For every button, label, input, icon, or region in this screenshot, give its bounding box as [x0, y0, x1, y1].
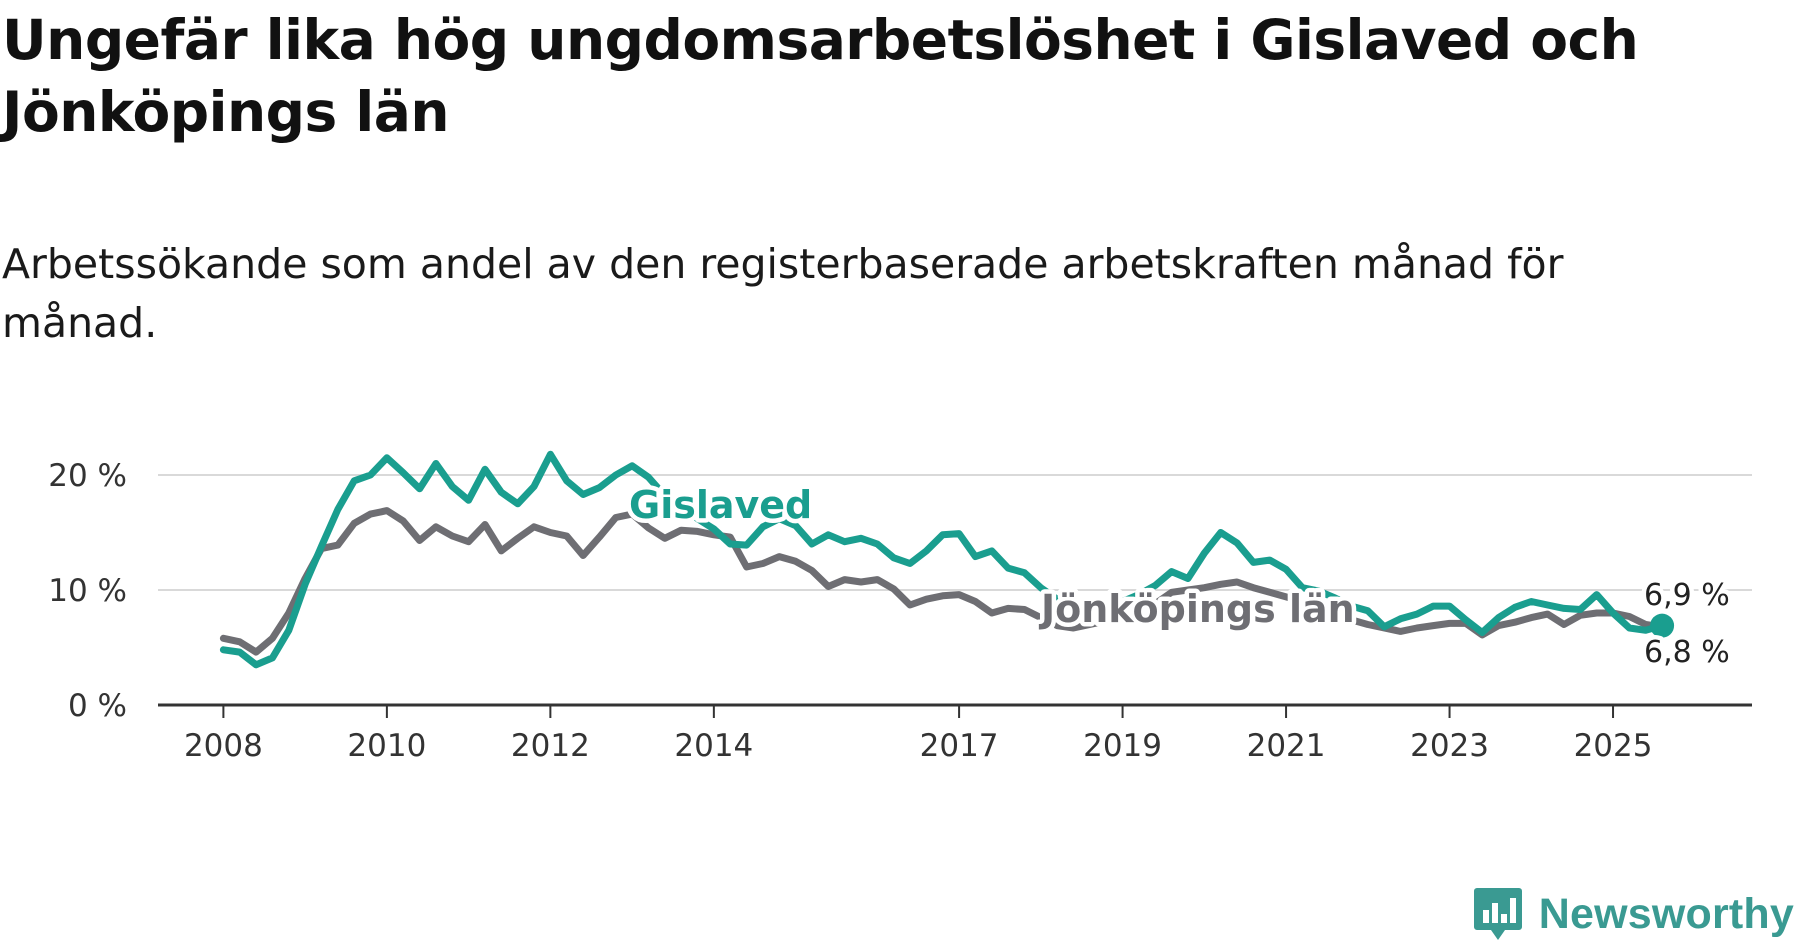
x-tick-label-2012: 2012: [511, 728, 590, 764]
series-label-gislaved: Gislaved: [629, 483, 812, 527]
x-tick-label-2014: 2014: [674, 728, 753, 764]
gridlines: [158, 474, 1752, 591]
end-value-label-gislaved: 6,9 %: [1644, 578, 1730, 613]
chart-subtitle: Arbetssökande som andel av den registerb…: [2, 240, 1564, 347]
x-tick-label-2010: 2010: [347, 728, 426, 764]
brand-name: Newsworthy: [1538, 889, 1794, 938]
x-tick-label-2017: 2017: [920, 728, 999, 764]
series-line-jonkopings-lan: [219, 507, 1666, 656]
chart-title: Ungefär lika hög ungdomsarbetslöshet i G…: [2, 8, 1639, 144]
series-lines: [219, 450, 1675, 669]
x-tick-label-2019: 2019: [1083, 728, 1162, 764]
series-labels: Gislaved Jönköpings län 6,9 % 6,8 %: [625, 479, 1735, 675]
y-tick-label-0: 0 %: [68, 688, 127, 724]
x-tick-label-2021: 2021: [1247, 728, 1326, 764]
y-tick-label-10: 10 %: [48, 573, 127, 609]
brand-logo: Newsworthy: [1473, 886, 1794, 942]
x-tick-label-2008: 2008: [184, 728, 263, 764]
end-value-label-jonkopings-lan: 6,8 %: [1644, 635, 1730, 670]
series-line-gislaved: [219, 450, 1666, 669]
y-axis-ticks: 0 % 10 % 20 %: [48, 458, 127, 724]
x-tick-label-2023: 2023: [1410, 728, 1489, 764]
x-axis-ticks: 2008 2010 2012 2014 2017 2019 2021 2023 2025: [184, 705, 1653, 764]
series-label-jonkopings-lan: Jönköpings län: [1038, 587, 1355, 631]
end-point-marker-gislaved: [1650, 613, 1675, 638]
x-tick-label-2025: 2025: [1574, 728, 1653, 764]
y-tick-label-20: 20 %: [48, 458, 127, 494]
newsworthy-logo-icon: [1473, 888, 1522, 940]
